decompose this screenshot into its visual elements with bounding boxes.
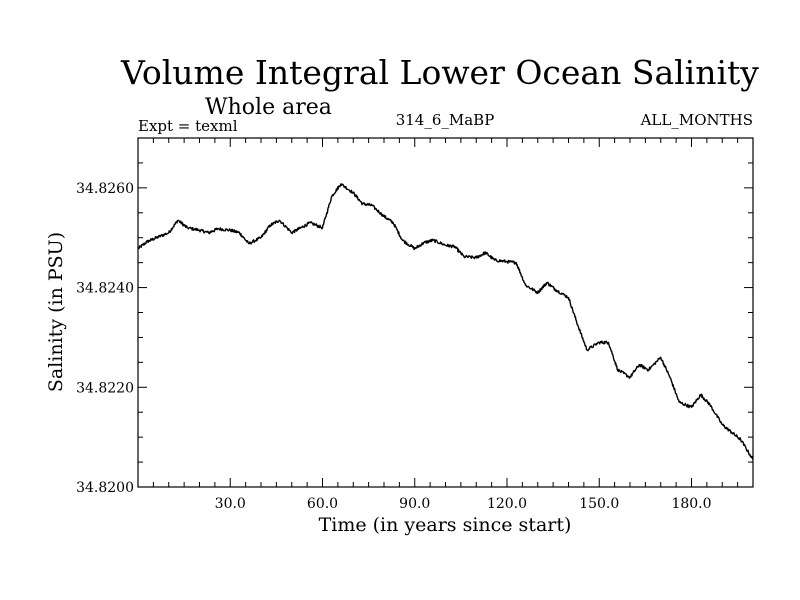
x-tick-label: 90.0: [399, 496, 430, 512]
expt-label: Expt = texml: [138, 117, 238, 135]
y-tick-label: 34.8240: [76, 281, 134, 297]
x-tick-label: 150.0: [579, 496, 619, 512]
chart-subtitle: Whole area: [205, 95, 332, 120]
x-tick-label: 180.0: [671, 496, 711, 512]
salinity-series-line: [137, 183, 754, 460]
plot-frame: [137, 137, 754, 488]
x-axis-ticks: 30.0 60.0 90.0 120.0 150.0 180.0: [152, 138, 739, 512]
run-label: 314_6_MaBP: [396, 111, 495, 129]
x-tick-label: 60.0: [307, 496, 338, 512]
y-axis-label: Salinity (in PSU): [45, 232, 67, 392]
x-tick-label: 30.0: [215, 496, 246, 512]
chart-title: Volume Integral Lower Ocean Salinity: [120, 53, 759, 92]
x-tick-label: 120.0: [487, 496, 527, 512]
y-axis-ticks: 34.8200 34.8220 34.8240 34.8260: [76, 162, 753, 496]
y-tick-label: 34.8200: [76, 480, 134, 496]
x-axis-label: Time (in years since start): [319, 514, 572, 536]
y-tick-label: 34.8220: [76, 380, 134, 396]
months-label: ALL_MONTHS: [640, 111, 753, 129]
y-tick-label: 34.8260: [76, 181, 134, 197]
